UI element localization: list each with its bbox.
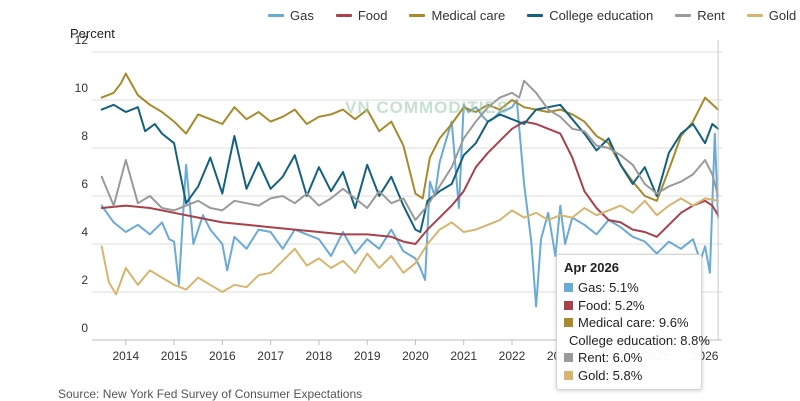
x-tick-label-2014: 2014 [112, 349, 139, 363]
series-line-rent[interactable] [100, 79, 720, 221]
legend-label-medical-care: Medical care [431, 7, 506, 23]
tooltip-row-college-education: College education: 8.8% [564, 332, 710, 350]
y-tick-label-10: 10 [75, 81, 89, 95]
legend: Gas Food Medical care College education … [268, 6, 796, 24]
legend-item-college-education[interactable]: College education [527, 8, 653, 23]
series-line-gold[interactable] [100, 197, 720, 296]
y-tick-label-12: 12 [75, 33, 89, 47]
legend-item-food[interactable]: Food [335, 7, 388, 23]
tooltip-value-rent: Rent: 6.0% [578, 350, 643, 366]
x-tick-label-2015: 2015 [161, 349, 188, 363]
legend-swatch-food [335, 13, 352, 17]
series-line-medical-care[interactable] [100, 72, 720, 202]
tooltip-row-gas: Gas: 5.1% [564, 279, 694, 297]
legend-label-food: Food [357, 7, 388, 23]
legend-item-medical-care[interactable]: Medical care [409, 8, 505, 23]
x-tick-label-2021: 2021 [450, 349, 477, 363]
tooltip-value-medical-care: Medical care: 9.6% [578, 315, 689, 331]
series-lines [100, 72, 720, 308]
legend-item-gold[interactable]: Gold [746, 7, 797, 23]
tooltip-value-college-education: College education: 8.8% [569, 332, 710, 348]
tooltip-swatch-gold [564, 370, 573, 380]
legend-label-college-education: College education [549, 7, 654, 23]
x-tick-label-2017: 2017 [257, 349, 284, 363]
x-tick-label-2018: 2018 [306, 349, 333, 363]
series-line-college-education[interactable] [100, 103, 720, 233]
tooltip-value-gold: Gold: 5.8% [578, 367, 643, 383]
tooltip-title: Apr 2026 [564, 260, 619, 275]
tooltip-value-gas: Gas: 5.1% [578, 280, 639, 296]
y-tick-labels: 0 2 4 6 8 10 12 [75, 33, 89, 335]
series-line-food[interactable] [100, 120, 720, 245]
tooltip: Apr 2026 Gas: 5.1% Food: 5.2% Medical ca… [556, 254, 710, 390]
x-tick-label-2016: 2016 [209, 349, 236, 363]
legend-swatch-medical-care [409, 13, 426, 17]
y-tick-label-4: 4 [81, 225, 88, 239]
legend-item-rent[interactable]: Rent [675, 7, 725, 23]
legend-label-gas: Gas [290, 7, 314, 23]
y-tick-label-0: 0 [81, 321, 88, 335]
tooltip-row-gold: Gold: 5.8% [564, 367, 694, 385]
source-note: Source: New York Fed Survey of Consumer … [58, 387, 363, 401]
legend-label-rent: Rent [697, 7, 725, 23]
legend-swatch-college-education [527, 13, 544, 17]
y-tick-label-6: 6 [81, 177, 88, 191]
watermark-text: VN COMMODITIES [345, 98, 510, 117]
tooltip-swatch-food [564, 300, 573, 310]
tooltip-value-food: Food: 5.2% [578, 297, 645, 313]
legend-item-gas[interactable]: Gas [268, 8, 314, 23]
tooltip-swatch-medical-care [564, 318, 573, 328]
legend-label-gold: Gold [768, 7, 797, 23]
tooltip-row-food: Food: 5.2% [564, 297, 694, 315]
tooltip-row-medical-care: Medical care: 9.6% [564, 314, 694, 332]
legend-swatch-gas [268, 13, 284, 17]
tooltip-row-rent: Rent: 6.0% [564, 349, 694, 367]
legend-swatch-gold [746, 13, 763, 17]
tooltip-swatch-gas [564, 283, 573, 293]
tooltip-swatch-rent [564, 353, 573, 363]
x-tick-label-2019: 2019 [354, 349, 381, 363]
y-axis-title: Percent [70, 26, 115, 41]
y-tick-label-8: 8 [81, 129, 88, 143]
y-tick-label-2: 2 [81, 273, 88, 287]
x-tick-label-2022: 2022 [499, 349, 526, 363]
legend-swatch-rent [675, 13, 692, 17]
x-tick-label-2020: 2020 [402, 349, 429, 363]
